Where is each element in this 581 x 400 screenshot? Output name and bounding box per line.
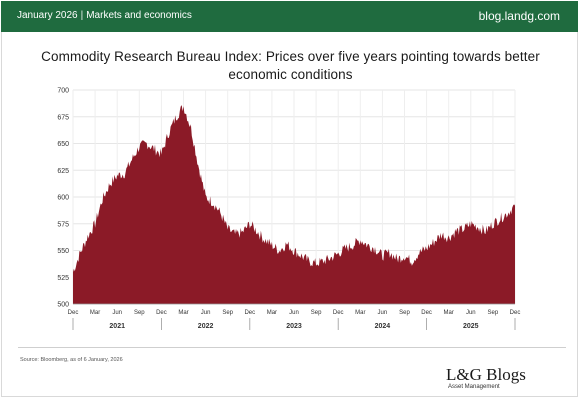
year-label: 2021 [109, 323, 125, 330]
brand-name: L&G Blogs [446, 365, 526, 384]
header-separator: | [80, 10, 84, 21]
x-tick-label: Dec [421, 310, 432, 316]
x-tick-label: Sep [488, 310, 499, 316]
y-tick-label: 500 [57, 302, 69, 309]
brand-subtitle: Asset Management [448, 384, 500, 390]
x-tick-label: Jun [201, 310, 211, 316]
x-tick-label: Jun [112, 310, 122, 316]
y-tick-label: 625 [57, 168, 69, 175]
x-tick-label: Dec [510, 310, 521, 316]
y-tick-label: 675 [57, 114, 69, 121]
brand-logo: L&G Blogs Asset Management [446, 366, 556, 390]
x-tick-label: Mar [355, 310, 365, 316]
series-area [73, 105, 515, 304]
header-date: January 2026 [17, 10, 78, 21]
y-tick-label: 600 [57, 195, 69, 202]
x-tick-label: Sep [399, 310, 410, 316]
y-axis-ticks: 500 525 550 575 600 625 650 675 700 [57, 88, 69, 309]
y-tick-label: 650 [57, 141, 69, 148]
chart-title: Commodity Research Bureau Index: Prices … [41, 49, 540, 82]
x-tick-label: Mar [444, 310, 454, 316]
year-label: 2022 [198, 323, 214, 330]
year-label: 2023 [286, 323, 302, 330]
x-tick-label: Mar [267, 310, 277, 316]
year-label: 2025 [463, 323, 479, 330]
footer-divider [18, 347, 566, 348]
x-tick-label: Jun [466, 310, 476, 316]
year-label: 2024 [375, 323, 391, 330]
chart-area: 500 525 550 575 600 625 650 675 700 Dec Mar Jun Sep… [57, 88, 521, 330]
y-tick-label: 550 [57, 248, 69, 255]
y-tick-label: 700 [57, 88, 69, 95]
x-tick-label: Jun [378, 310, 388, 316]
x-tick-label: Dec [68, 310, 79, 316]
x-tick-label: Mar [90, 310, 100, 316]
header-left: January 2026 | Markets and economics [17, 10, 192, 21]
header-bar: January 2026 | Markets and economics blog.… [1, 1, 578, 32]
x-tick-label: Jun [289, 310, 299, 316]
x-tick-label: Dec [244, 310, 255, 316]
y-tick-label: 575 [57, 221, 69, 228]
header-site-link[interactable]: blog.landg.com [478, 9, 560, 23]
x-tick-label: Dec [333, 310, 344, 316]
source-note: Source: Bloomberg, as of 6 January, 2026 [20, 357, 123, 363]
x-tick-label: Dec [156, 310, 167, 316]
x-tick-label: Sep [311, 310, 322, 316]
header-section-link[interactable]: Markets and economics [86, 10, 192, 21]
x-tick-label: Sep [134, 310, 145, 316]
x-axis: Dec Mar Jun Sep Dec Mar Jun Sep Dec Mar Jun Sep Dec M… [68, 303, 521, 330]
x-tick-label: Mar [178, 310, 188, 316]
y-tick-label: 525 [57, 275, 69, 282]
x-tick-label: Sep [222, 310, 233, 316]
